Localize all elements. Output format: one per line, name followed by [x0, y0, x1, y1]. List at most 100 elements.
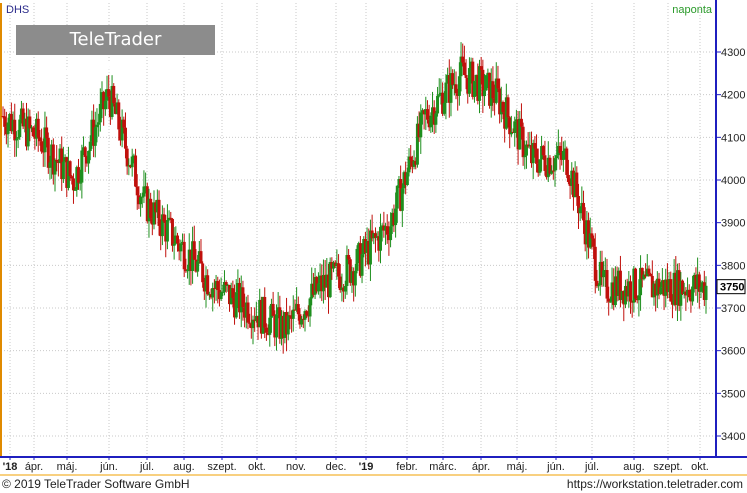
candle-body [137, 195, 141, 205]
candle-body [196, 261, 200, 272]
candle-body [135, 186, 139, 196]
last-price-label: 3750 [720, 282, 744, 294]
candle-body [509, 131, 513, 135]
candle-body [588, 233, 592, 248]
candle-body [350, 271, 354, 283]
candle-body [519, 118, 523, 127]
candle-body [35, 118, 39, 139]
candle-body [357, 243, 361, 249]
candle-body [26, 116, 30, 147]
candle-body [486, 72, 490, 76]
candle-body [174, 235, 178, 244]
candle-body [159, 225, 163, 237]
candle-body [315, 277, 319, 292]
candle-body [231, 288, 235, 298]
x-tick-label: júl. [584, 461, 599, 473]
x-tick-label: okt. [248, 461, 266, 473]
candle-body [575, 172, 579, 197]
candle-body [207, 294, 211, 296]
candle-body [483, 90, 487, 97]
candle-body [1, 116, 5, 117]
candle-body [469, 61, 473, 69]
x-tick-label: máj. [507, 461, 528, 473]
candle-body [593, 246, 597, 281]
candle-body [669, 279, 673, 302]
candle-body [251, 319, 255, 329]
candle-body [493, 98, 497, 103]
candle-body [702, 282, 706, 300]
candle-body [367, 240, 371, 265]
candle-body [347, 255, 351, 260]
candle-body [647, 268, 651, 274]
candle-body [348, 259, 352, 283]
candle-body [192, 241, 196, 260]
candle-body [548, 157, 552, 174]
candle-body [177, 243, 181, 252]
candle-body [618, 270, 622, 300]
candle-body [625, 285, 629, 297]
candle-body [219, 292, 223, 300]
candle-body [560, 152, 564, 160]
candle-body [472, 81, 476, 97]
candle-body [31, 127, 35, 137]
candle-body [149, 198, 153, 219]
candle-body [392, 212, 396, 226]
candle-body [170, 218, 174, 246]
candle-body [474, 74, 478, 82]
candle-body [343, 286, 347, 292]
candle-body [53, 159, 57, 175]
candle-body [313, 277, 317, 295]
candle-body [439, 92, 443, 95]
candle-body [112, 85, 116, 104]
candle-body [296, 304, 300, 315]
y-tick-label: 3400 [721, 431, 745, 443]
candle-body [249, 323, 253, 329]
candle-body [655, 278, 659, 296]
candle-body [206, 275, 210, 295]
footer-url[interactable]: https://workstation.teletrader.com [566, 477, 743, 491]
candle-body [400, 188, 404, 211]
candle-body [214, 281, 218, 289]
x-tick-label: ápr. [25, 461, 43, 473]
candle-body [338, 276, 342, 291]
candle-body [13, 119, 17, 141]
candle-body [212, 287, 216, 289]
candle-body [412, 160, 416, 167]
candle-body [394, 208, 398, 226]
candle-body [530, 145, 534, 164]
candle-body [561, 150, 565, 160]
candle-body [545, 170, 549, 178]
candle-body [342, 287, 346, 292]
candle-body [395, 185, 399, 209]
candle-body [494, 78, 498, 103]
candle-body [657, 278, 661, 295]
candle-body [281, 315, 285, 338]
candle-body [409, 156, 413, 161]
last-price-box [716, 279, 746, 295]
candle-body [431, 107, 435, 116]
candle-body [538, 159, 542, 173]
candle-body [191, 241, 195, 272]
candle-body [97, 122, 101, 125]
candle-body [234, 292, 238, 318]
candle-body [372, 233, 376, 239]
candle-body [224, 282, 228, 286]
candle-body [152, 202, 156, 225]
candle-body [254, 316, 258, 322]
candle-body [677, 270, 681, 306]
candle-body [496, 78, 500, 89]
candle-body [16, 137, 20, 139]
candle-body [550, 170, 554, 174]
candle-body [78, 182, 82, 184]
candle-body [459, 56, 463, 77]
candle-body [503, 112, 507, 129]
candle-body [362, 239, 366, 255]
candle-body [355, 248, 359, 271]
candle-body [118, 129, 122, 141]
candle-body [541, 146, 545, 156]
candle-body [491, 81, 495, 99]
candle-body [226, 284, 230, 286]
candle-body [216, 281, 220, 291]
candle-body [516, 119, 520, 150]
candle-body [61, 161, 65, 180]
